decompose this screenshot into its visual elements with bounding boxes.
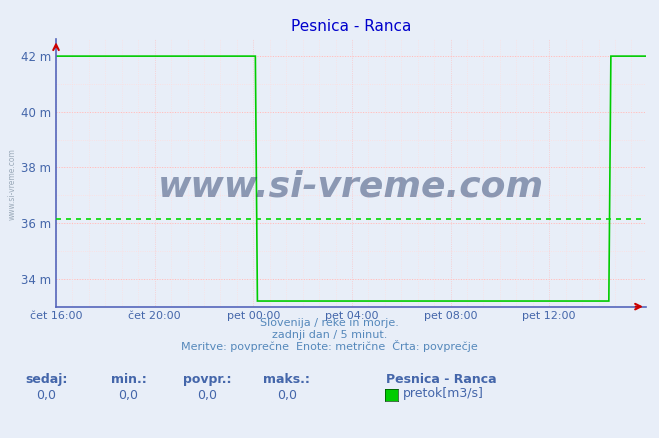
Text: 0,0: 0,0 bbox=[119, 389, 138, 402]
Text: Slovenija / reke in morje.: Slovenija / reke in morje. bbox=[260, 318, 399, 328]
Title: Pesnica - Ranca: Pesnica - Ranca bbox=[291, 19, 411, 34]
Text: 0,0: 0,0 bbox=[36, 389, 56, 402]
Text: maks.:: maks.: bbox=[263, 373, 310, 386]
Text: min.:: min.: bbox=[111, 373, 146, 386]
Text: Pesnica - Ranca: Pesnica - Ranca bbox=[386, 373, 496, 386]
Text: 0,0: 0,0 bbox=[277, 389, 297, 402]
Text: 0,0: 0,0 bbox=[198, 389, 217, 402]
Text: www.si-vreme.com: www.si-vreme.com bbox=[158, 170, 544, 203]
Text: Meritve: povprečne  Enote: metrične  Črta: povprečje: Meritve: povprečne Enote: metrične Črta:… bbox=[181, 340, 478, 353]
Text: pretok[m3/s]: pretok[m3/s] bbox=[403, 387, 484, 400]
Text: www.si-vreme.com: www.si-vreme.com bbox=[8, 148, 17, 220]
Text: zadnji dan / 5 minut.: zadnji dan / 5 minut. bbox=[272, 330, 387, 340]
Text: sedaj:: sedaj: bbox=[25, 373, 67, 386]
Text: povpr.:: povpr.: bbox=[183, 373, 232, 386]
